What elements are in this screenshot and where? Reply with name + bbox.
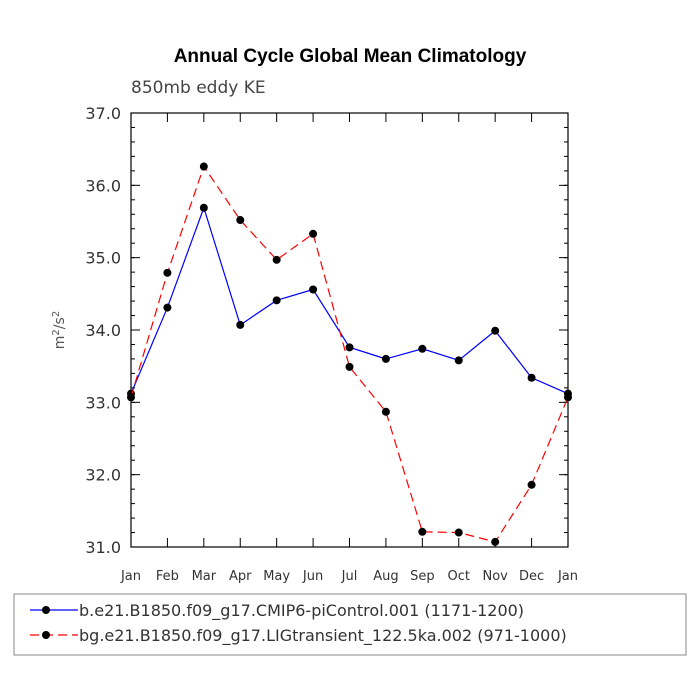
x-tick-label: Dec xyxy=(519,569,544,584)
data-point xyxy=(272,255,281,264)
data-point xyxy=(454,356,463,365)
legend-marker xyxy=(42,631,50,639)
y-label-mid: /s xyxy=(52,317,68,329)
y-tick-label: 36.0 xyxy=(85,176,121,195)
data-point xyxy=(454,528,463,537)
data-point xyxy=(127,393,135,402)
data-point xyxy=(491,537,500,546)
data-point xyxy=(199,203,208,212)
x-tick-label: Sep xyxy=(410,569,435,584)
data-point xyxy=(272,296,281,305)
data-point xyxy=(418,344,427,353)
x-tick-label: Aug xyxy=(373,569,398,584)
y-axis-label: m2/s2 xyxy=(51,311,69,349)
data-point xyxy=(527,373,536,382)
data-point xyxy=(163,303,172,312)
x-tick-label: Feb xyxy=(156,569,179,584)
y-tick-label: 34.0 xyxy=(85,321,121,340)
y-tick-label: 32.0 xyxy=(85,466,121,485)
data-point xyxy=(236,216,245,225)
data-point xyxy=(199,162,208,171)
tick-marks xyxy=(130,112,569,548)
data-point xyxy=(345,343,354,352)
series-line xyxy=(130,165,569,543)
x-tick-label: Apr xyxy=(229,569,252,584)
data-point xyxy=(381,354,390,363)
data-point xyxy=(381,407,390,416)
y-label-sup1: 2 xyxy=(51,329,62,335)
x-tick-label: Oct xyxy=(448,569,470,584)
data-point xyxy=(491,326,500,335)
y-label-base: m xyxy=(52,336,68,350)
legend-box xyxy=(13,593,687,656)
y-tick-label: 33.0 xyxy=(85,393,121,412)
x-tick-label: Jul xyxy=(341,569,358,584)
legend-marker xyxy=(42,606,50,614)
data-point xyxy=(418,527,427,536)
x-tick-label: Nov xyxy=(482,569,508,584)
legend-label: b.e21.B1850.f09_g17.CMIP6-piControl.001 … xyxy=(79,601,524,621)
plot-frame xyxy=(130,112,569,548)
data-point xyxy=(527,480,536,489)
chart-subtitle: 850mb eddy KE xyxy=(131,78,266,98)
chart-title: Annual Cycle Global Mean Climatology xyxy=(174,46,527,67)
series-2 xyxy=(127,162,572,546)
legend-label: bg.e21.B1850.f09_g17.LIGtransient_122.5k… xyxy=(79,626,567,646)
y-tick-labels: 31.0 32.0 33.0 34.0 35.0 36.0 37.0 xyxy=(85,104,121,557)
data-point xyxy=(163,268,172,277)
y-tick-label: 31.0 xyxy=(85,538,121,557)
data-point xyxy=(309,285,318,294)
x-tick-label: May xyxy=(263,569,290,584)
x-tick-labels: Jan Feb Mar Apr May Jun Jul Aug Sep Oct Nov Dec Jan xyxy=(120,569,578,584)
y-tick-label: 37.0 xyxy=(85,104,121,123)
data-point xyxy=(236,320,245,329)
x-tick-label: Jan xyxy=(120,569,141,584)
y-label-sup2: 2 xyxy=(51,311,62,317)
x-tick-label: Mar xyxy=(192,569,217,584)
x-tick-label: Jun xyxy=(302,569,323,584)
x-tick-label: Jan xyxy=(557,569,578,584)
series-layer xyxy=(127,162,572,546)
legend: b.e21.B1850.f09_g17.CMIP6-piControl.001 … xyxy=(13,593,687,656)
data-point xyxy=(345,362,354,371)
data-point xyxy=(309,229,318,238)
y-tick-label: 35.0 xyxy=(85,249,121,268)
data-point xyxy=(564,393,572,402)
